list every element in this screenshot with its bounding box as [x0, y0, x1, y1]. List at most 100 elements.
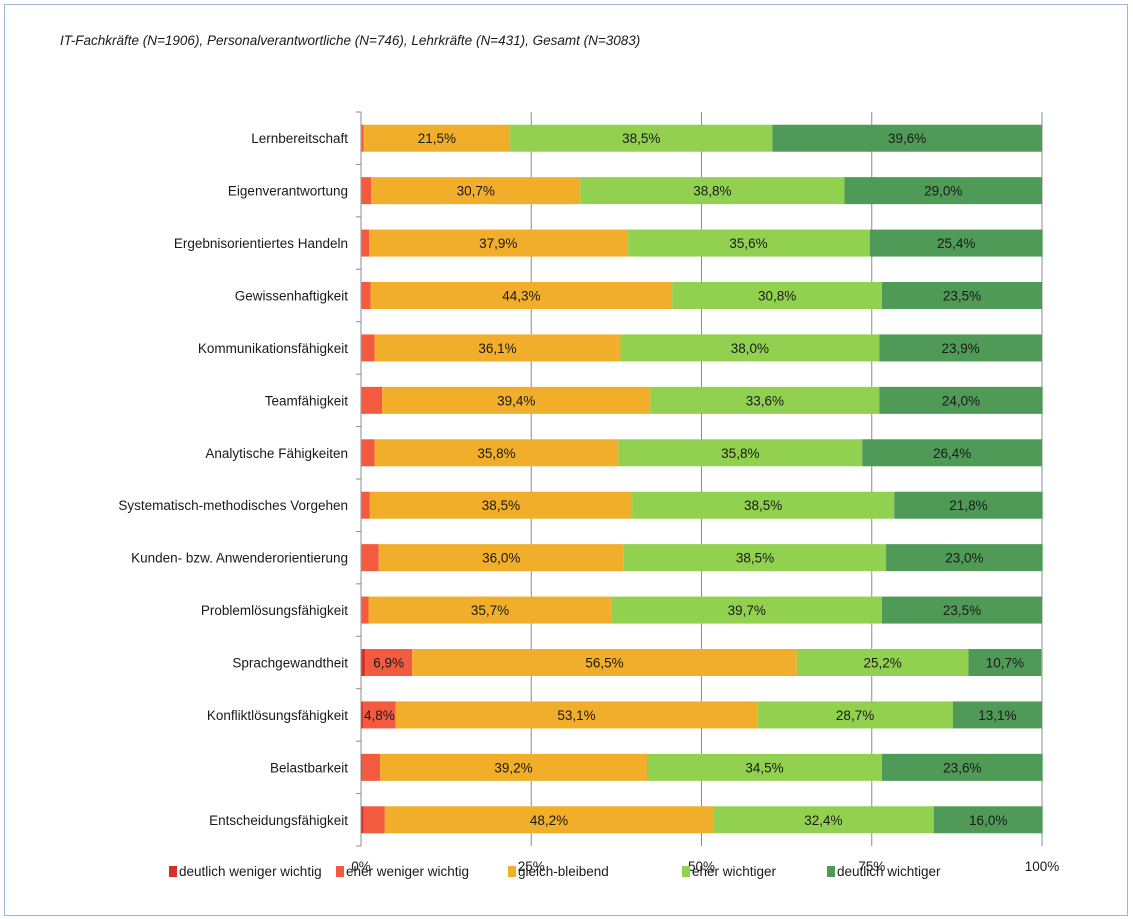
bar-segment — [894, 491, 1043, 519]
legend-swatch — [508, 866, 516, 877]
bar-segment — [370, 282, 673, 309]
bar-segment — [361, 177, 372, 205]
data-label: 16,0% — [969, 813, 1007, 828]
legend-label: deutlich wichtiger — [837, 864, 941, 879]
bar-segment — [881, 753, 1043, 781]
bar-segment — [713, 806, 934, 834]
bar-segment — [361, 806, 364, 834]
legend-label: deutlich weniger wichtig — [179, 864, 322, 879]
data-label: 44,3% — [502, 289, 540, 304]
data-label: 21,8% — [949, 498, 987, 513]
bar-segment — [384, 806, 714, 834]
data-label: 39,2% — [494, 760, 532, 775]
x-tick-label: 75% — [858, 859, 885, 874]
data-label: 53,1% — [557, 708, 595, 723]
bar-segment — [361, 334, 375, 362]
data-label: 35,8% — [477, 446, 515, 461]
data-label: 39,4% — [497, 393, 535, 408]
bar-segment — [772, 124, 1042, 152]
bar-segment — [881, 596, 1042, 624]
data-label: 25,4% — [937, 236, 975, 251]
bar-segment — [933, 806, 1043, 834]
data-label: 35,6% — [729, 236, 767, 251]
data-label: 23,0% — [945, 551, 983, 566]
bar-segment — [647, 753, 882, 781]
category-label: Lernbereitschaft — [251, 131, 348, 146]
bar-segment — [361, 544, 379, 572]
legend-label: gleich-bleibend — [518, 864, 609, 879]
data-label: 6,9% — [373, 656, 404, 671]
bar-segment — [623, 544, 887, 572]
bar-segment — [361, 753, 363, 781]
bar-segment — [361, 439, 375, 467]
category-label: Ergebnisorientiertes Handeln — [174, 236, 348, 251]
bar-segment — [611, 596, 882, 624]
bar-segment — [886, 544, 1043, 572]
bar-segment — [862, 439, 1042, 467]
bar-segment — [374, 439, 619, 467]
data-label: 30,7% — [457, 184, 495, 199]
bar-segment — [361, 229, 370, 257]
data-label: 23,9% — [941, 341, 979, 356]
bar-segment — [369, 229, 628, 257]
data-label: 23,6% — [943, 760, 981, 775]
bar-segment — [672, 282, 882, 309]
bar-segment — [361, 649, 366, 676]
bar-segment — [650, 386, 880, 414]
category-label: Analytische Fähigkeiten — [205, 446, 348, 461]
category-label: Problemlösungsfähigkeit — [201, 603, 348, 618]
bar-segment — [365, 649, 413, 676]
legend-label: eher wichtiger — [692, 864, 777, 879]
bar-segment — [362, 753, 381, 781]
data-label: 30,8% — [758, 289, 796, 304]
data-label: 36,1% — [478, 341, 516, 356]
category-label: Gewissenhaftigkeit — [235, 289, 349, 304]
bar-segment — [363, 124, 511, 152]
bar-segment — [796, 649, 969, 676]
bar-segment — [363, 806, 385, 834]
data-label: 38,5% — [482, 498, 520, 513]
data-label: 35,7% — [471, 603, 509, 618]
chart-subtitle: IT-Fachkräfte (N=1906), Personalverantwo… — [60, 33, 641, 48]
category-label: Belastbarkeit — [270, 760, 348, 775]
data-label: 33,6% — [746, 393, 784, 408]
bar-segment — [618, 439, 863, 467]
category-label: Sprachgewandtheit — [232, 656, 348, 671]
data-label: 48,2% — [530, 813, 568, 828]
bar-segment — [363, 701, 396, 729]
data-label: 23,5% — [943, 289, 981, 304]
bar-segment — [368, 596, 612, 624]
legend-swatch — [827, 866, 835, 877]
bar-segment — [412, 649, 797, 676]
legend-swatch — [169, 866, 177, 877]
data-label: 35,8% — [721, 446, 759, 461]
data-label: 26,4% — [933, 446, 971, 461]
bar-segment — [952, 701, 1042, 729]
bar-segment — [361, 701, 364, 729]
data-label: 24,0% — [942, 393, 980, 408]
category-label: Konfliktlösungsfähigkeit — [207, 708, 348, 723]
bar-segment — [371, 177, 581, 205]
data-label: 38,5% — [744, 498, 782, 513]
data-label: 38,0% — [731, 341, 769, 356]
bar-segment — [361, 386, 383, 414]
data-label: 25,2% — [864, 656, 902, 671]
category-label: Eigenverantwortung — [228, 184, 348, 199]
bar-segment — [968, 649, 1042, 676]
category-label: Systematisch-methodisches Vorgehen — [118, 498, 348, 513]
data-label: 10,7% — [986, 656, 1024, 671]
category-label: Kommunikationsfähigkeit — [198, 341, 348, 356]
bar-segment — [361, 124, 364, 152]
bar-segment — [380, 753, 648, 781]
data-label: 38,8% — [693, 184, 731, 199]
bar-segment — [378, 544, 624, 572]
data-label: 23,5% — [943, 603, 981, 618]
bar-segment — [879, 334, 1042, 362]
bar-segment — [844, 177, 1042, 205]
bar-segment — [580, 177, 845, 205]
bar-segment — [879, 386, 1043, 414]
legend-swatch — [682, 866, 690, 877]
legend-label: eher weniger wichtig — [346, 864, 469, 879]
data-label: 28,7% — [836, 708, 874, 723]
